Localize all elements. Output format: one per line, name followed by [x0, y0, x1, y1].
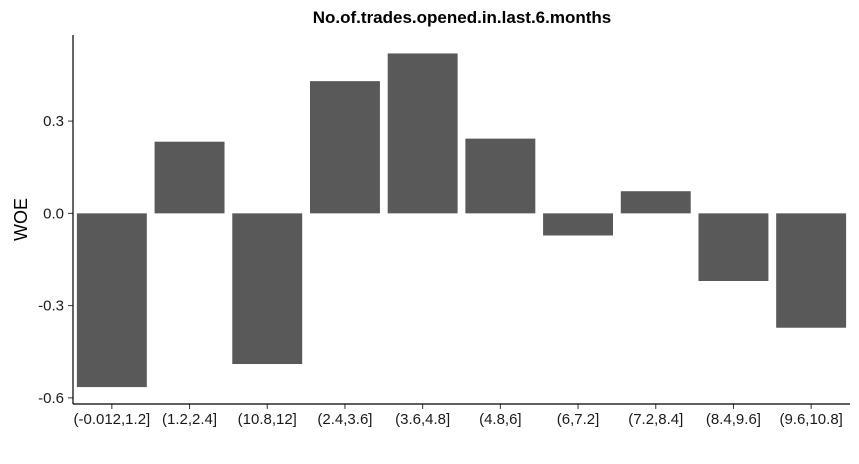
x-axis-ticks: (-0.012,1.2] (1.2,2.4] (10.8,12] (2.4,3.6] (… [73, 404, 843, 428]
x-tick-label: (-0.012,1.2] [73, 411, 150, 428]
x-tick-label: (3.6,4.8] [395, 411, 450, 428]
y-tick-label: 0.0 [43, 205, 64, 222]
bar-8 [698, 213, 769, 281]
x-tick-label: (8.4,9.6] [706, 411, 761, 428]
bar-7 [620, 191, 691, 214]
x-tick-label: (6,7.2] [557, 411, 600, 428]
y-tick-label: -0.3 [38, 298, 64, 315]
bar-0 [76, 213, 147, 388]
y-tick-label: 0.3 [43, 113, 64, 130]
y-tick-label: -0.6 [38, 390, 64, 407]
x-tick-label: (1.2,2.4] [162, 411, 217, 428]
y-axis-ticks: -0.6 -0.3 0.0 0.3 [38, 113, 73, 407]
bar-1 [154, 141, 225, 214]
bars [76, 53, 847, 388]
chart-title: No.of.trades.opened.in.last.6.months [313, 8, 611, 27]
bar-4 [387, 53, 458, 214]
bar-5 [465, 138, 536, 214]
y-axis-title: WOE [11, 198, 31, 241]
x-tick-label: (10.8,12] [238, 411, 297, 428]
bar-6 [543, 213, 614, 236]
bar-9 [776, 213, 847, 328]
bar-2 [232, 213, 303, 365]
x-tick-label: (2.4,3.6] [317, 411, 372, 428]
x-tick-label: (7.2,8.4] [628, 411, 683, 428]
bar-3 [309, 81, 380, 214]
x-tick-label: (4.8,6] [479, 411, 522, 428]
x-tick-label: (9.6,10.8] [779, 411, 842, 428]
